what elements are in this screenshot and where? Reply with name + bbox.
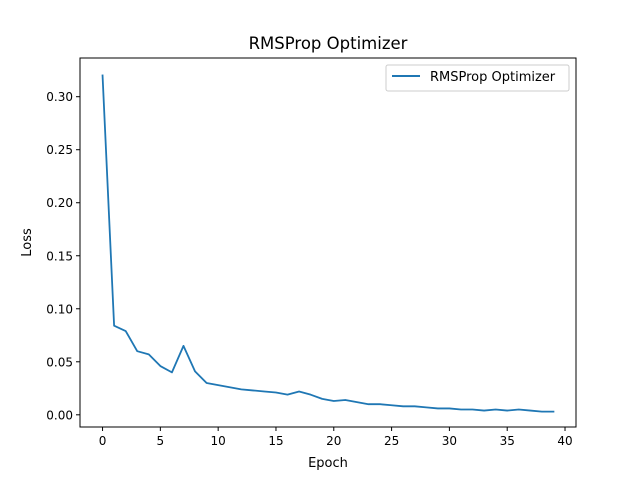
x-tick-label: 15	[268, 434, 283, 448]
chart-title: RMSProp Optimizer	[249, 34, 408, 53]
x-tick-label: 40	[557, 434, 572, 448]
legend: RMSProp Optimizer	[385, 64, 570, 92]
y-tick-label: 0.05	[46, 355, 73, 369]
y-axis-label: Loss	[20, 228, 35, 257]
legend-entry-label: RMSProp Optimizer	[430, 70, 556, 85]
x-tick-label: 5	[157, 434, 165, 448]
plot-area-frame	[79, 57, 577, 428]
y-tick-label: 0.20	[46, 196, 73, 210]
x-axis-label: Epoch	[308, 456, 348, 471]
x-tick-label: 35	[500, 434, 515, 448]
y-tick-label: 0.30	[46, 90, 73, 104]
y-tick-label: 0.15	[46, 249, 73, 263]
y-tick-label: 0.25	[46, 143, 73, 157]
legend-box	[385, 64, 570, 92]
series-line-0	[101, 74, 555, 413]
x-tick-label: 25	[384, 434, 399, 448]
x-tick-label: 10	[211, 434, 226, 448]
x-tick-label: 0	[99, 434, 107, 448]
y-tick-label: 0.00	[46, 408, 73, 422]
y-tick-label: 0.10	[46, 302, 73, 316]
x-tick-label: 30	[442, 434, 457, 448]
x-tick-label: 20	[326, 434, 341, 448]
